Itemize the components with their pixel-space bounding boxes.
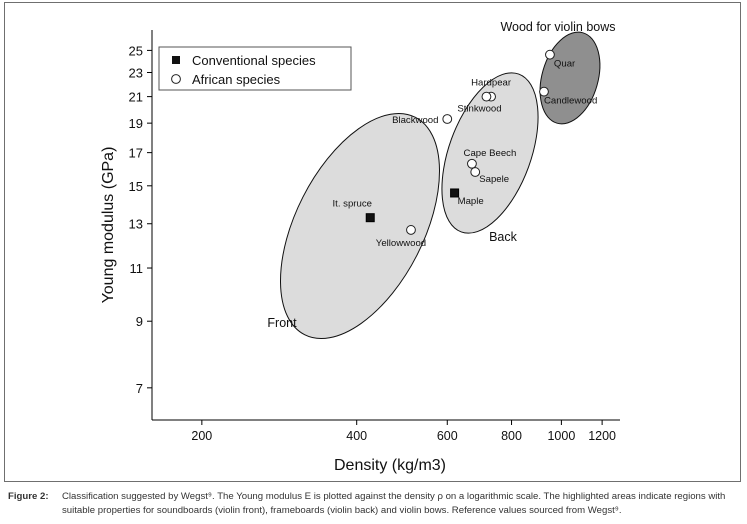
region-front bbox=[280, 112, 440, 340]
point-label-quar: Quar bbox=[554, 59, 576, 70]
y-tick-label: 11 bbox=[130, 261, 144, 276]
points-layer bbox=[365, 49, 555, 235]
x-tick-label: 1000 bbox=[547, 429, 575, 443]
y-tick-label: 21 bbox=[129, 90, 143, 105]
point-blackwood bbox=[442, 114, 453, 124]
point-sapele bbox=[470, 167, 481, 177]
legend: Conventional species African species bbox=[158, 46, 352, 91]
point-candlewood bbox=[539, 86, 549, 97]
point-label-it-spruce: It. spruce bbox=[333, 199, 372, 210]
y-tick-label: 23 bbox=[129, 66, 143, 81]
region-label-front: Front bbox=[267, 316, 297, 330]
y-tick-label: 13 bbox=[129, 217, 143, 232]
x-tick-label: 200 bbox=[191, 429, 212, 443]
x-tick-label: 1200 bbox=[588, 429, 616, 443]
point-label-sapele: Sapele bbox=[479, 174, 509, 185]
axes-layer: 200 400 600 800 1000 1200 7 9 11 13 15 17 19 21 23 25 De… bbox=[100, 30, 620, 474]
y-tick-label: 7 bbox=[136, 381, 143, 396]
y-axis-label: Young modulus (GPa) bbox=[100, 147, 117, 304]
x-tick-label: 600 bbox=[437, 429, 458, 443]
point-stinkwood bbox=[481, 91, 492, 102]
y-tick-label: 25 bbox=[129, 43, 143, 58]
point-label-cape-beech: Cape Beech bbox=[464, 148, 517, 159]
figure-frame bbox=[4, 2, 741, 482]
figure-caption: Figure 2: Classification suggested by We… bbox=[8, 490, 740, 518]
point-label-candlewood: Candlewood bbox=[544, 96, 597, 107]
point-label-yellowwood: Yellowwood bbox=[376, 238, 426, 249]
point-label-stinkwood: Stinkwood bbox=[457, 104, 501, 115]
region-back bbox=[441, 72, 539, 234]
y-tick-label: 19 bbox=[129, 116, 143, 131]
point-quar bbox=[545, 49, 555, 60]
x-axis-label: Density (kg/m3) bbox=[334, 457, 446, 474]
point-yellowwood bbox=[406, 225, 416, 235]
regions-layer bbox=[280, 31, 601, 340]
y-tick-label: 17 bbox=[129, 146, 143, 161]
region-wood-for-violin-bows bbox=[539, 31, 601, 125]
point-maple bbox=[450, 188, 460, 198]
point-label-blackwood: Blackwood bbox=[392, 115, 438, 126]
point-cape-beech bbox=[467, 158, 477, 169]
x-tick-label: 400 bbox=[346, 429, 367, 443]
y-tick-label: 9 bbox=[136, 314, 143, 329]
caption-text: Classification suggested by Wegst⁹. The … bbox=[62, 491, 726, 516]
scatter-chart: 200 400 600 800 1000 1200 7 9 11 13 15 17 19 21 23 25 De… bbox=[100, 20, 620, 474]
caption-label: Figure 2: bbox=[8, 491, 49, 502]
labels-layer: Front Back Wood for violin bows It. spruce M… bbox=[267, 20, 615, 330]
point-label-hardpear: Hardpear bbox=[471, 78, 512, 89]
legend-box bbox=[158, 46, 352, 91]
legend-marker-circle bbox=[171, 74, 181, 84]
region-label-back: Back bbox=[489, 230, 518, 244]
x-tick-label: 800 bbox=[501, 429, 522, 443]
region-label-wood-for-violin-bows: Wood for violin bows bbox=[500, 20, 615, 34]
point-label-maple: Maple bbox=[458, 196, 484, 207]
legend-label: Conventional species bbox=[192, 53, 316, 68]
legend-label: African species bbox=[192, 72, 281, 87]
y-tick-label: 15 bbox=[129, 179, 143, 194]
point-it-spruce bbox=[365, 213, 375, 223]
legend-marker-square bbox=[172, 56, 180, 64]
